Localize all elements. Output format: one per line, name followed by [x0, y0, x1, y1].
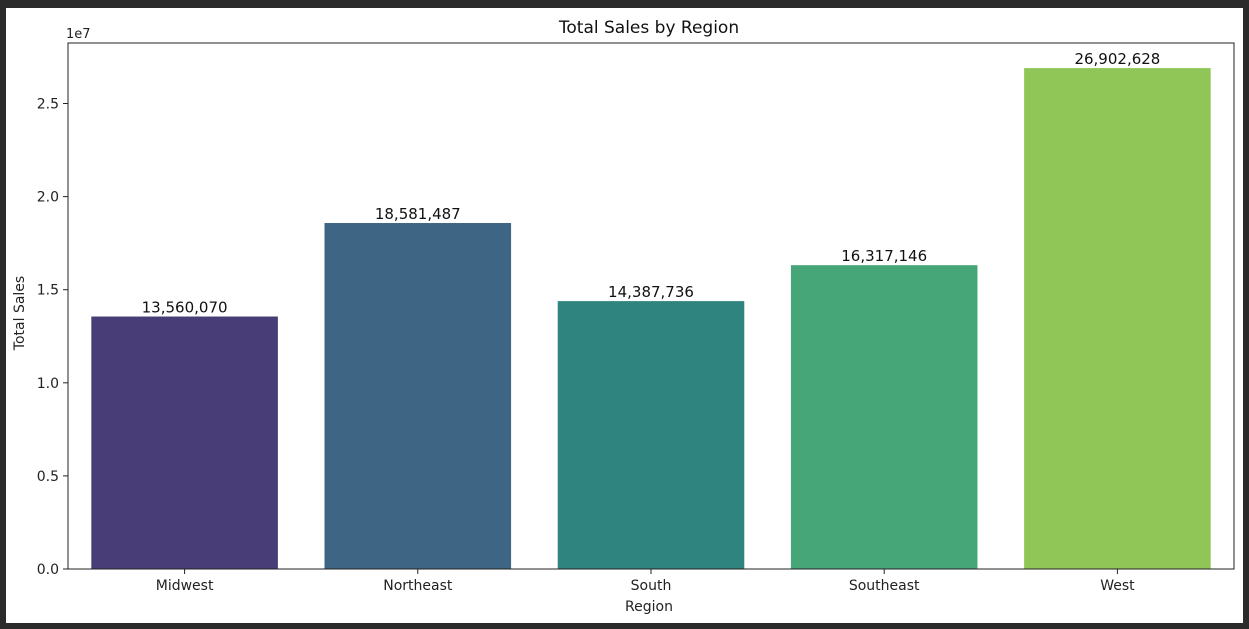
x-tick-label-northeast: Northeast — [383, 578, 453, 594]
x-tick-label-south: South — [631, 578, 672, 594]
data-label-midwest: 13,560,070 — [142, 299, 228, 317]
y-tick-label-2: 1.0 — [37, 376, 59, 392]
bar-southeast — [790, 265, 978, 569]
plot-area: 13,560,070 Midwest 18,581,487 Northeast 14,3… — [37, 42, 1235, 594]
chart-frame: Total Sales by Region 1e7 Total Sales Re… — [6, 8, 1243, 623]
chart-title: Total Sales by Region — [558, 18, 739, 38]
data-label-west: 26,902,628 — [1074, 50, 1160, 68]
x-tick-label-southeast: Southeast — [849, 578, 920, 594]
data-label-northeast: 18,581,487 — [375, 205, 461, 223]
bar-northeast — [324, 223, 512, 569]
y-tick-label-4: 2.0 — [37, 190, 59, 206]
y-axis-title: Total Sales — [12, 276, 28, 351]
bar-chart: Total Sales by Region 1e7 Total Sales Re… — [12, 18, 1235, 615]
plot-border — [67, 42, 1235, 570]
data-label-south: 14,387,736 — [608, 283, 694, 301]
bar-midwest — [91, 316, 278, 569]
bar-south — [557, 301, 745, 569]
y-tick-label-1: 0.5 — [37, 469, 59, 485]
data-label-southeast: 16,317,146 — [841, 247, 927, 265]
x-tick-label-west: West — [1100, 578, 1135, 594]
x-axis-title: Region — [625, 599, 673, 615]
y-tick-label-5: 2.5 — [37, 97, 59, 113]
x-tick-label-midwest: Midwest — [156, 578, 214, 594]
bar-west — [1024, 68, 1211, 570]
y-tick-label-0: 0.0 — [37, 562, 59, 578]
y-axis-scale-label: 1e7 — [66, 27, 91, 42]
y-tick-label-3: 1.5 — [37, 283, 59, 299]
